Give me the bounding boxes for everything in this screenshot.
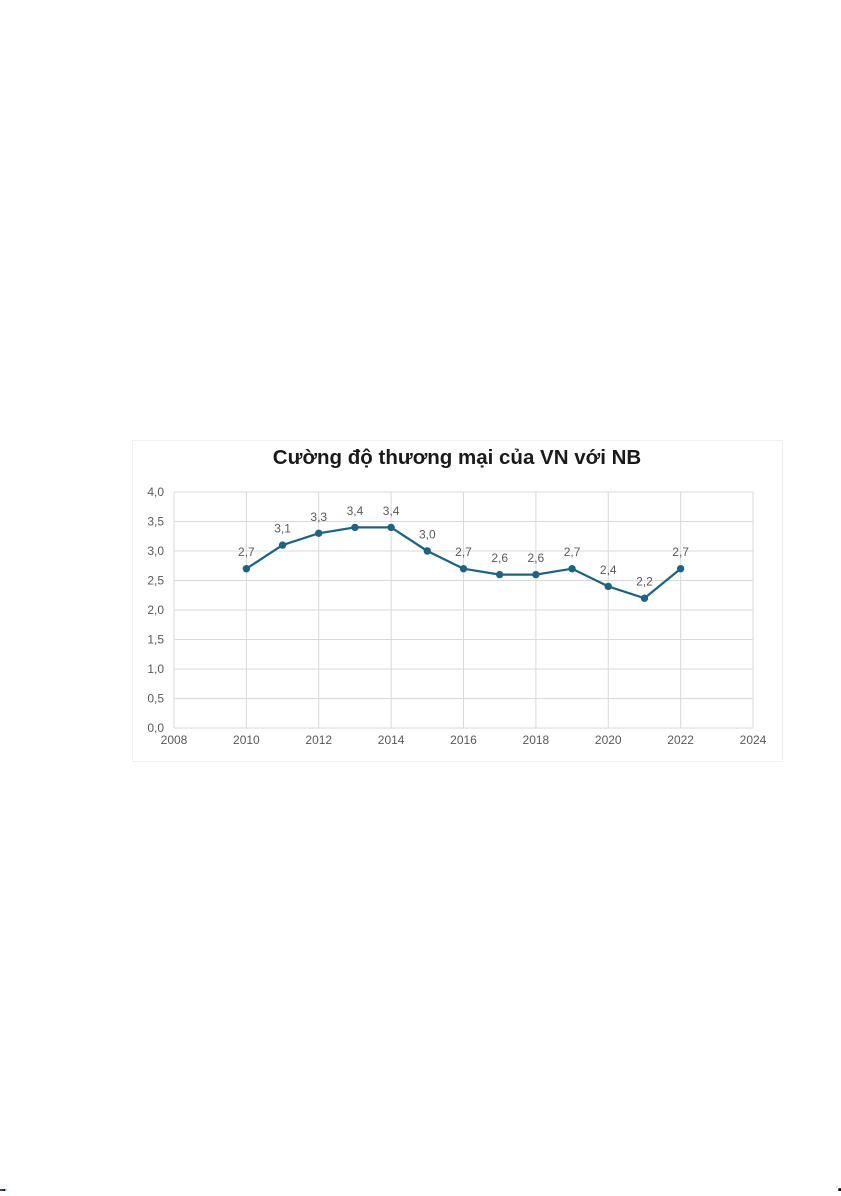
svg-text:3,0: 3,0: [147, 544, 164, 558]
svg-text:2016: 2016: [450, 733, 477, 747]
svg-text:2012: 2012: [305, 733, 332, 747]
svg-text:2,0: 2,0: [147, 603, 164, 617]
svg-text:2,7: 2,7: [564, 545, 581, 559]
svg-text:2,6: 2,6: [528, 551, 545, 565]
svg-text:2008: 2008: [161, 733, 188, 747]
svg-text:2,7: 2,7: [238, 545, 255, 559]
svg-text:3,1: 3,1: [274, 522, 291, 536]
svg-text:2022: 2022: [667, 733, 694, 747]
svg-text:2,4: 2,4: [600, 563, 617, 577]
svg-text:2014: 2014: [378, 733, 405, 747]
svg-text:3,3: 3,3: [310, 510, 327, 524]
svg-text:1,5: 1,5: [147, 633, 164, 647]
svg-text:2,2: 2,2: [636, 575, 653, 589]
svg-text:2,6: 2,6: [491, 551, 508, 565]
svg-text:3,5: 3,5: [147, 515, 164, 529]
svg-text:2018: 2018: [523, 733, 550, 747]
svg-text:Cường độ thương mại của VN với: Cường độ thương mại của VN với NB: [273, 446, 641, 469]
svg-text:2010: 2010: [233, 733, 260, 747]
svg-text:2,7: 2,7: [672, 545, 689, 559]
svg-text:1,0: 1,0: [147, 662, 164, 676]
svg-text:3,4: 3,4: [383, 504, 400, 518]
svg-text:3,4: 3,4: [347, 504, 364, 518]
svg-text:3,0: 3,0: [419, 528, 436, 542]
svg-text:2,5: 2,5: [147, 574, 164, 588]
svg-text:0,5: 0,5: [147, 692, 164, 706]
svg-text:4,0: 4,0: [147, 485, 164, 499]
svg-text:2020: 2020: [595, 733, 622, 747]
svg-text:2,7: 2,7: [455, 545, 472, 559]
svg-text:2024: 2024: [740, 733, 767, 747]
